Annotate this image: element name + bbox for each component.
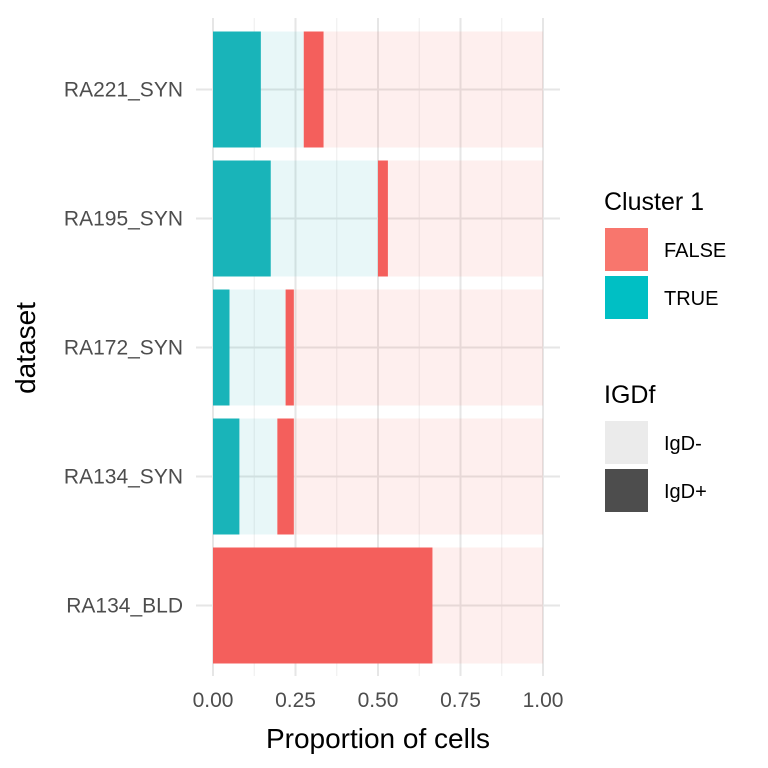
legend-label: IgD+ — [664, 481, 707, 503]
y-tick-labels: RA221_SYN RA195_SYN RA172_SYN RA134_SYN RA13… — [64, 79, 183, 618]
bar-segment — [213, 547, 433, 664]
bar-segment — [303, 31, 324, 148]
bar-segment — [229, 289, 286, 406]
y-tick-label: RA221_SYN — [64, 79, 183, 102]
bar-segment — [213, 160, 271, 277]
x-tick-label: 0.50 — [358, 689, 399, 712]
legend-label: FALSE — [664, 240, 726, 262]
bar-segment — [270, 160, 378, 277]
legend-title: IGDf — [604, 381, 655, 409]
bar-segment — [260, 31, 304, 148]
legend-label: IgD- — [664, 433, 702, 455]
x-tick-labels: 0.00 0.25 0.50 0.75 1.00 — [193, 689, 564, 712]
bar-segment — [378, 160, 388, 277]
bar-segment — [323, 31, 543, 148]
bar-segment — [285, 289, 294, 406]
x-axis-title: Proportion of cells — [266, 723, 490, 754]
legend: IGDf IgD- IgD+ — [604, 381, 707, 512]
legend-key — [605, 421, 648, 464]
bar-segment — [239, 418, 278, 535]
x-tick-label: 0.75 — [440, 689, 481, 712]
bar-segment — [213, 31, 261, 148]
x-tick-label: 0.00 — [193, 689, 234, 712]
bar-segment — [387, 160, 543, 277]
bar-segment — [213, 418, 240, 535]
legend: Cluster 1 FALSE TRUE — [604, 188, 726, 319]
legend-key — [605, 228, 648, 271]
bars — [213, 31, 543, 664]
legend-title: Cluster 1 — [604, 188, 704, 216]
y-tick-label: RA172_SYN — [64, 337, 183, 360]
y-tick-label: RA134_SYN — [64, 466, 183, 489]
bar-segment — [432, 547, 543, 664]
x-tick-label: 0.25 — [275, 689, 316, 712]
legends: Cluster 1 FALSE TRUE IGDf IgD- IgD+ — [604, 188, 726, 512]
x-tick-label: 1.00 — [523, 689, 564, 712]
legend-label: TRUE — [664, 288, 718, 310]
bar-segment — [277, 418, 294, 535]
y-tick-label: RA195_SYN — [64, 208, 183, 231]
bar-segment — [293, 418, 543, 535]
y-axis-title: dataset — [10, 302, 41, 394]
bar-segment — [293, 289, 543, 406]
y-tick-label: RA134_BLD — [66, 595, 183, 618]
legend-key — [605, 276, 648, 319]
bar-segment — [213, 289, 230, 406]
legend-key — [605, 469, 648, 512]
